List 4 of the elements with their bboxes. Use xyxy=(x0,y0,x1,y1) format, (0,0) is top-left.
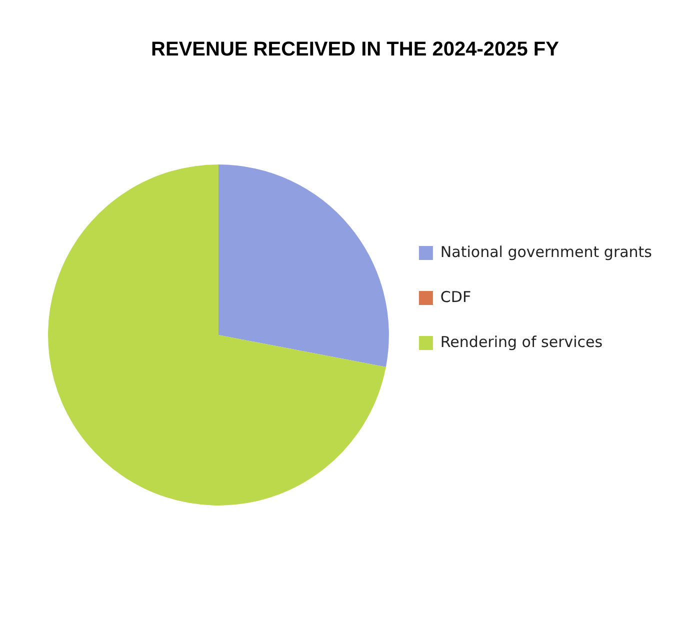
legend-label: Rendering of services xyxy=(440,332,603,351)
chart-title: REVENUE RECEIVED IN THE 2024-2025 FY xyxy=(151,38,560,61)
legend-label: National government grants xyxy=(440,242,652,261)
legend-label: CDF xyxy=(440,288,472,306)
